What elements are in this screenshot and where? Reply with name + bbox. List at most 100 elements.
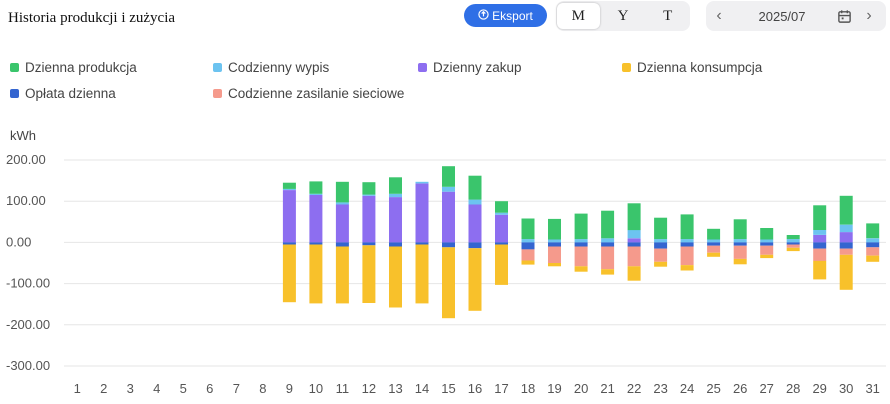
x-tick-label: 2: [100, 381, 107, 396]
x-tick-label: 22: [627, 381, 641, 396]
x-tick-label: 29: [812, 381, 826, 396]
legend-label-siec: Codzienne zasilanie sieciowe: [228, 86, 405, 101]
y-tick-label: 100.00: [6, 193, 46, 208]
bar-siec: [813, 248, 827, 261]
chevron-right-icon[interactable]: ›: [866, 7, 872, 24]
bar-zakup: [309, 195, 323, 243]
bar-oplata: [866, 242, 880, 248]
bar-wypis: [495, 212, 508, 215]
date-picker: ‹ 2025/07 ›: [706, 1, 886, 31]
bar-konsumpcja: [627, 266, 641, 281]
bar-siec: [760, 245, 774, 255]
date-value[interactable]: 2025/07: [758, 8, 806, 24]
bar-siec: [707, 245, 721, 253]
x-tick-label: 26: [733, 381, 747, 396]
x-tick-label: 5: [180, 381, 187, 396]
bar-konsumpcja: [468, 248, 482, 311]
legend-label-oplata: Opłata dzienna: [25, 86, 116, 101]
bar-zakup: [495, 214, 508, 243]
bar-oplata: [654, 242, 668, 249]
bar-wypis: [362, 194, 376, 196]
period-selector: M Y T: [556, 1, 690, 31]
legend-item-wypis[interactable]: Codzienny wypis: [213, 60, 329, 75]
bar-konsumpcja: [680, 265, 694, 271]
bar-konsumpcja: [813, 260, 827, 280]
x-tick-label: 10: [309, 381, 323, 396]
bar-siec: [786, 244, 800, 248]
period-month[interactable]: M: [557, 3, 600, 29]
bar-konsumpcja: [521, 260, 535, 265]
bar-konsumpcja: [574, 266, 588, 272]
bar-produkcja: [786, 235, 800, 240]
bar-produkcja: [627, 203, 641, 231]
bar-wypis: [786, 239, 800, 243]
period-total[interactable]: T: [663, 7, 673, 24]
bar-siec: [627, 246, 641, 267]
x-tick-label: 9: [286, 381, 293, 396]
legend-item-produkcja[interactable]: Dzienna produkcja: [10, 60, 137, 75]
x-tick-label: 13: [388, 381, 402, 396]
bar-wypis: [468, 199, 482, 205]
legend-item-siec[interactable]: Codzienne zasilanie sieciowe: [213, 86, 404, 101]
bar-konsumpcja: [866, 255, 880, 262]
bar-konsumpcja: [335, 246, 349, 304]
legend-label-produkcja: Dzienna produkcja: [25, 60, 137, 75]
bar-wypis: [389, 193, 402, 198]
legend-item-zakup[interactable]: Dzienny zakup: [418, 60, 522, 75]
bar-oplata: [495, 242, 508, 245]
bar-wypis: [707, 239, 721, 243]
bar-zakup: [282, 190, 296, 243]
bar-oplata: [733, 242, 747, 246]
bar-zakup: [362, 195, 376, 243]
bar-konsumpcja: [707, 252, 721, 257]
bar-wypis: [548, 239, 561, 243]
bar-oplata: [627, 242, 641, 247]
bar-konsumpcja: [786, 247, 800, 252]
x-tick-label: 19: [547, 381, 561, 396]
bar-produkcja: [389, 177, 402, 194]
bar-produkcja: [495, 201, 508, 213]
period-year[interactable]: Y: [617, 7, 629, 24]
bar-wypis: [521, 239, 535, 243]
bar-wypis: [627, 230, 641, 239]
bar-produkcja: [548, 218, 561, 240]
bar-konsumpcja: [495, 244, 508, 285]
legend-label-zakup: Dzienny zakup: [433, 60, 522, 75]
bar-oplata: [442, 242, 455, 248]
bar-wypis: [415, 181, 429, 184]
legend-item-oplata[interactable]: Opłata dzienna: [10, 86, 116, 101]
export-button[interactable]: Eksport: [464, 4, 547, 27]
bar-wypis: [733, 239, 747, 243]
x-tick-label: 27: [759, 381, 773, 396]
bar-siec: [601, 246, 615, 270]
x-tick-label: 7: [233, 381, 240, 396]
y-tick-label: -200.00: [6, 317, 50, 332]
legend-swatch-produkcja: [10, 63, 19, 72]
x-tick-label: 11: [336, 381, 350, 396]
legend-swatch-siec: [213, 89, 222, 98]
bar-produkcja: [760, 228, 774, 240]
y-tick-label: 0.00: [6, 234, 31, 249]
bar-produkcja: [574, 213, 588, 240]
x-tick-label: 15: [441, 381, 455, 396]
export-icon: [478, 8, 489, 23]
bar-wypis: [760, 239, 774, 243]
calendar-icon[interactable]: [832, 9, 856, 24]
x-tick-label: 20: [574, 381, 588, 396]
bar-produkcja: [733, 219, 747, 240]
bar-oplata: [707, 242, 721, 246]
bar-wypis: [574, 239, 588, 243]
bar-oplata: [362, 242, 376, 246]
bar-oplata: [680, 242, 694, 247]
legend-item-konsumpcja[interactable]: Dzienna konsumpcja: [622, 60, 762, 75]
x-tick-label: 3: [127, 381, 134, 396]
bar-oplata: [389, 242, 402, 247]
bar-wypis: [839, 224, 853, 233]
x-tick-label: 25: [706, 381, 720, 396]
bar-wypis: [282, 188, 296, 190]
bar-produkcja: [282, 182, 296, 189]
x-tick-label: 6: [206, 381, 213, 396]
chevron-left-icon[interactable]: ‹: [716, 7, 722, 24]
bar-oplata: [282, 242, 296, 245]
